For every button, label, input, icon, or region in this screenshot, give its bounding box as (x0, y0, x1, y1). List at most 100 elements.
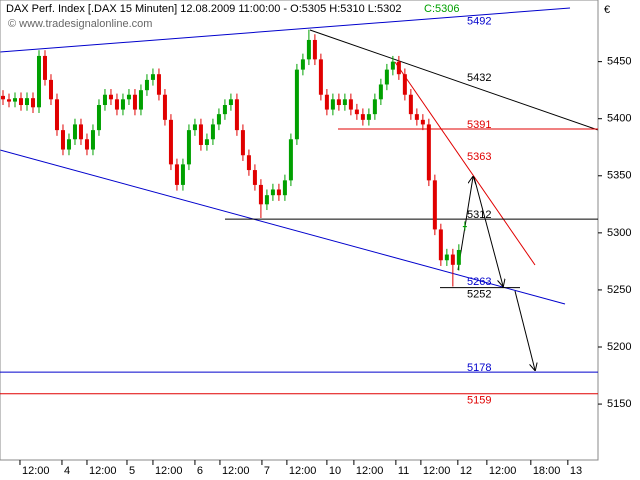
candle-body (174, 164, 179, 185)
candle-body (234, 99, 239, 131)
x-tick-label: 4 (64, 465, 70, 477)
y-tick-label: 5450 (607, 56, 631, 68)
level-label: 5492 (467, 16, 491, 28)
candle-body (102, 94, 107, 106)
lower-channel-line (0, 149, 566, 305)
level-label: 5178 (467, 362, 491, 374)
candle-body (288, 139, 293, 181)
x-tick-label: 10 (329, 465, 341, 477)
candle-body (300, 59, 305, 70)
candle-body (408, 94, 413, 115)
arrow (514, 290, 535, 370)
y-tick-label: 5150 (607, 398, 631, 410)
candle-body (216, 114, 221, 125)
x-tick-label: 12:00 (155, 465, 183, 477)
trend-lines (0, 7, 599, 305)
candle-body (444, 254, 449, 261)
candle-body (270, 189, 275, 196)
candle-body (156, 74, 161, 95)
candle-body (456, 249, 461, 265)
red-trend-line (394, 61, 536, 266)
candle-body (264, 195, 269, 205)
candle-body (228, 99, 233, 106)
upper-channel-line (0, 7, 571, 53)
candle-body (138, 90, 143, 110)
candle-body (282, 180, 287, 196)
plot-frame (0, 0, 599, 461)
x-tick-label: 11 (398, 465, 409, 477)
x-tick-label: 12:00 (289, 465, 317, 477)
y-tick-label: 5250 (607, 284, 631, 296)
candle-body (252, 170, 257, 185)
candle-body (222, 105, 227, 115)
candle-body (348, 99, 353, 110)
x-tick-label: 12 (460, 465, 472, 477)
candle-body (72, 124, 77, 140)
candle-body (84, 139, 89, 150)
x-tick-label: 12:00 (222, 465, 250, 477)
candle-body (384, 69, 389, 85)
candle-body (360, 114, 365, 120)
candle-body (150, 74, 155, 80)
candle-body (396, 61, 401, 75)
close-label: C:5306 (424, 3, 459, 15)
level-label: 5312 (467, 209, 491, 221)
candle-body (342, 99, 347, 106)
candle-body (144, 79, 149, 91)
candle-body (420, 119, 425, 125)
candle-body (432, 180, 437, 230)
candle-body (372, 99, 377, 115)
x-tick-label: 7 (264, 465, 270, 477)
candle-body (132, 94, 137, 110)
level-label: 5432 (467, 72, 491, 84)
candle-body (168, 119, 173, 165)
candle-body (12, 98, 17, 102)
x-tick-label: 5 (129, 465, 135, 477)
x-tick-label: 12:00 (489, 465, 517, 477)
candle-body (66, 139, 71, 150)
candle-body (354, 109, 359, 115)
x-tick-label: 12:00 (22, 465, 50, 477)
level-label: 5252 (467, 289, 491, 301)
candle-body (318, 59, 323, 95)
watermark: © www.tradesignalonline.com (8, 18, 152, 30)
candle-body (276, 189, 281, 196)
candle-body (6, 99, 11, 102)
candle-body (312, 39, 317, 60)
y-tick-label: 5350 (607, 170, 631, 182)
candle-body (162, 94, 167, 120)
candle-body (246, 155, 251, 171)
candle-body (240, 130, 245, 156)
candle-body (402, 74, 407, 95)
x-tick-label: 18:00 (533, 465, 561, 477)
candle-body (186, 130, 191, 165)
candle-body (324, 94, 329, 110)
candle-body (438, 229, 443, 261)
candle-body (30, 98, 35, 108)
candle-body (258, 184, 263, 205)
level-label: 5391 (467, 119, 491, 131)
resistance-line (309, 29, 599, 131)
candle-body (0, 95, 5, 100)
candle-body (306, 39, 311, 60)
candle-body (330, 99, 335, 110)
candle-body (198, 124, 203, 145)
candle-body (180, 164, 185, 185)
level-label: 5159 (467, 395, 491, 407)
y-tick-label: 5300 (607, 227, 631, 239)
candle-body (390, 61, 395, 70)
y-tick-label: 5200 (607, 341, 631, 353)
level-label: 5363 (467, 151, 491, 163)
chart-title: DAX Perf. Index [.DAX 15 Minuten] 12.08.… (6, 3, 401, 15)
candle-body (204, 139, 209, 145)
candle-body (48, 79, 53, 100)
candle-body (114, 99, 119, 110)
candle-body (78, 124, 83, 140)
candle-body (42, 55, 47, 80)
x-tick-label: 6 (197, 465, 203, 477)
y-tick-label: 5400 (607, 113, 631, 125)
candle-body (36, 55, 41, 108)
candle-body (426, 124, 431, 181)
candle-body (414, 114, 419, 120)
